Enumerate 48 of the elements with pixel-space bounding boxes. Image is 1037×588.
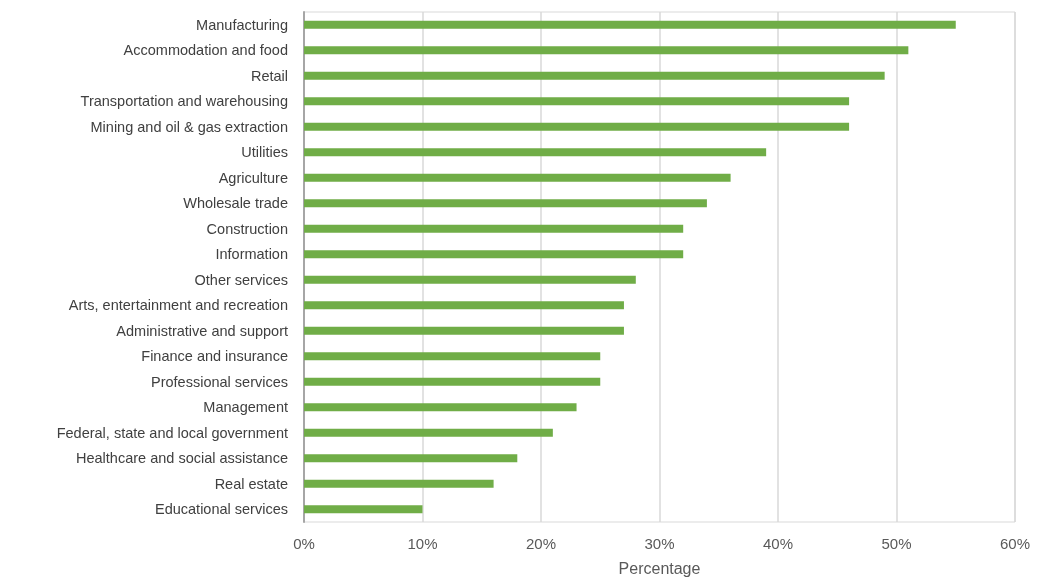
y-tick-label: Administrative and support <box>116 322 288 339</box>
x-tick-label: 40% <box>762 535 794 552</box>
bar <box>304 173 731 182</box>
bar <box>304 454 518 463</box>
y-tick-label: Utilities <box>241 144 288 161</box>
bar <box>304 377 601 386</box>
bar <box>304 46 909 55</box>
y-tick-label: Agriculture <box>218 169 288 186</box>
bar <box>304 224 684 233</box>
bar <box>304 71 885 80</box>
bar <box>304 250 684 259</box>
y-tick-label: Arts, entertainment and recreation <box>68 297 288 314</box>
y-tick-label: Manufacturing <box>196 16 288 33</box>
x-tick-label: 20% <box>525 535 557 552</box>
bar <box>304 352 601 361</box>
x-tick-label: 0% <box>293 535 315 552</box>
bar <box>304 275 636 284</box>
y-tick-label: Transportation and warehousing <box>80 93 288 110</box>
x-tick-label: 60% <box>999 535 1031 552</box>
x-axis-title: Percentage <box>618 559 701 577</box>
y-tick-label: Other services <box>194 271 288 288</box>
x-tick-label: 30% <box>644 535 675 552</box>
x-tick-label: 10% <box>407 535 438 552</box>
bar <box>304 148 767 157</box>
bar <box>304 505 423 514</box>
x-tick-label: 50% <box>881 535 912 552</box>
bar <box>304 20 956 29</box>
bar <box>304 199 707 208</box>
y-tick-label: Real estate <box>214 475 288 492</box>
y-tick-label: Mining and oil & gas extraction <box>90 118 288 135</box>
y-tick-label: Educational services <box>155 501 288 518</box>
y-tick-label: Management <box>203 399 288 416</box>
bar <box>304 301 624 310</box>
bar <box>304 97 850 106</box>
y-tick-label: Accommodation and food <box>123 42 288 59</box>
y-tick-label: Federal, state and local government <box>56 424 288 441</box>
y-tick-label: Retail <box>250 67 288 84</box>
bar <box>304 122 850 131</box>
bar <box>304 428 553 437</box>
y-tick-label: Information <box>215 246 288 263</box>
bar <box>304 326 624 335</box>
bar <box>304 403 577 412</box>
y-tick-label: Wholesale trade <box>183 195 288 212</box>
y-tick-label: Finance and insurance <box>141 348 288 365</box>
y-tick-label: Healthcare and social assistance <box>76 450 288 467</box>
y-tick-label: Construction <box>206 220 288 237</box>
bar <box>304 479 494 488</box>
y-tick-label: Professional services <box>151 373 288 390</box>
